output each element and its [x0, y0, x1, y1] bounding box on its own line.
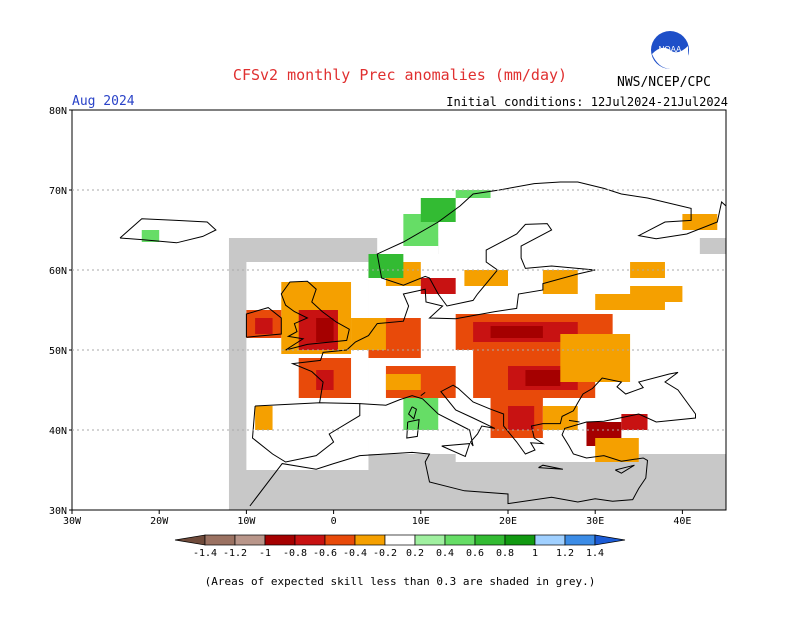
anomaly-cell	[141, 230, 160, 242]
initial-conditions: Initial conditions: 12Jul2024-21Jul2024	[446, 95, 728, 109]
lon-tick-label: 40E	[673, 516, 691, 527]
coastline	[406, 418, 420, 439]
colorbar-swatch	[474, 534, 506, 546]
colorbar-swatch	[414, 534, 446, 546]
colorbar-swatch	[204, 534, 236, 546]
coastline	[568, 419, 580, 423]
colorbar-label: -0.4	[343, 548, 367, 559]
lat-tick-label: 40N	[49, 426, 67, 437]
coastline	[119, 218, 217, 244]
lat-tick-label: 70N	[49, 186, 67, 197]
lat-tick-label: 30N	[49, 506, 67, 517]
lon-tick-label: 20W	[150, 516, 169, 527]
coastline	[249, 371, 696, 507]
anomaly-cell	[630, 286, 683, 302]
axis-ticks: 30N 40N 50N 60N 70N 80N 30W 20W 10W 0 10E 20E 30E 40E	[49, 106, 726, 527]
colorbar-label: -1	[259, 548, 271, 559]
colorbar-label: -0.6	[313, 548, 337, 559]
colorbar-swatch	[534, 534, 566, 546]
lon-tick-label: 10E	[412, 516, 430, 527]
anomaly-cell	[560, 334, 631, 382]
coastline	[441, 443, 471, 458]
forecast-month: Aug 2024	[72, 94, 135, 109]
coastline	[280, 280, 350, 351]
colorbar-swatch	[324, 534, 356, 546]
colorbar: -1.4 -1.2 -1 -0.8 -0.6 -0.4 -0.2 0.2 0.4 0.6 0.8 1 1…	[174, 534, 626, 559]
lat-tick-label: 50N	[49, 346, 67, 357]
colorbar-swatch	[444, 534, 476, 546]
colorbar-label: -0.8	[283, 548, 307, 559]
colorbar-label: 0.4	[436, 548, 454, 559]
colorbar-label: 0.8	[496, 548, 514, 559]
colorbar-label: -1.2	[223, 548, 247, 559]
colorbar-swatch	[504, 534, 536, 546]
lon-tick-label: 30W	[63, 516, 82, 527]
anomaly-cell	[438, 190, 700, 254]
lat-tick-label: 80N	[49, 106, 67, 117]
anomaly-cell	[420, 198, 456, 222]
coastlines	[119, 181, 727, 507]
coastline	[538, 464, 563, 470]
anomaly-cell	[420, 278, 456, 294]
anomaly-cell	[316, 318, 334, 342]
colorbar-swatch	[564, 534, 596, 546]
map-frame	[71, 109, 727, 511]
anomaly-cell	[316, 370, 334, 390]
anomaly-cell	[385, 374, 421, 390]
anomaly-cell	[464, 270, 508, 286]
noaa-logo-icon: NOAA	[650, 30, 690, 70]
colorbar-label: 1.4	[586, 548, 604, 559]
colorbar-swatch	[294, 534, 326, 546]
agency-label: NWS/NCEP/CPC	[617, 75, 711, 90]
colorbar-label: 1	[532, 548, 538, 559]
footnote: (Areas of expected skill less than 0.3 a…	[204, 575, 596, 588]
coastline	[251, 402, 361, 463]
lon-tick-label: 10W	[237, 516, 256, 527]
lon-tick-label: 30E	[586, 516, 604, 527]
colorbar-label: 0.2	[406, 548, 424, 559]
anomaly-cells	[72, 110, 726, 510]
coastline	[615, 464, 635, 474]
anomaly-cell	[525, 370, 561, 386]
anomaly-cell	[595, 438, 639, 462]
lat-tick-label: 60N	[49, 266, 67, 277]
colorbar-swatch	[264, 534, 296, 546]
coastline	[245, 307, 282, 338]
colorbar-label: -1.4	[193, 548, 217, 559]
anomaly-cell	[368, 254, 404, 278]
anomaly-cell	[621, 414, 648, 430]
chart-title: CFSv2 monthly Prec anomalies (mm/day)	[232, 66, 568, 84]
colorbar-arrow-right	[594, 534, 626, 546]
anomaly-cell	[508, 406, 535, 430]
colorbar-label: 1.2	[556, 548, 574, 559]
anomaly-cell	[490, 326, 543, 338]
colorbar-label: 0.6	[466, 548, 484, 559]
anomaly-cell	[255, 406, 273, 430]
colorbar-swatch	[354, 534, 386, 546]
anomaly-cell	[682, 214, 718, 230]
coastline	[407, 406, 417, 420]
colorbar-arrow-left	[174, 534, 206, 546]
colorbar-label: -0.2	[373, 548, 397, 559]
coastline	[420, 391, 426, 397]
colorbar-swatch	[384, 534, 416, 546]
lon-tick-label: 20E	[499, 516, 517, 527]
colorbar-swatch	[234, 534, 266, 546]
lon-tick-label: 0	[331, 516, 337, 527]
anomaly-cell	[124, 214, 221, 246]
logo-text: NOAA	[659, 45, 682, 54]
anomaly-cell	[255, 318, 273, 334]
coastline	[290, 181, 727, 403]
